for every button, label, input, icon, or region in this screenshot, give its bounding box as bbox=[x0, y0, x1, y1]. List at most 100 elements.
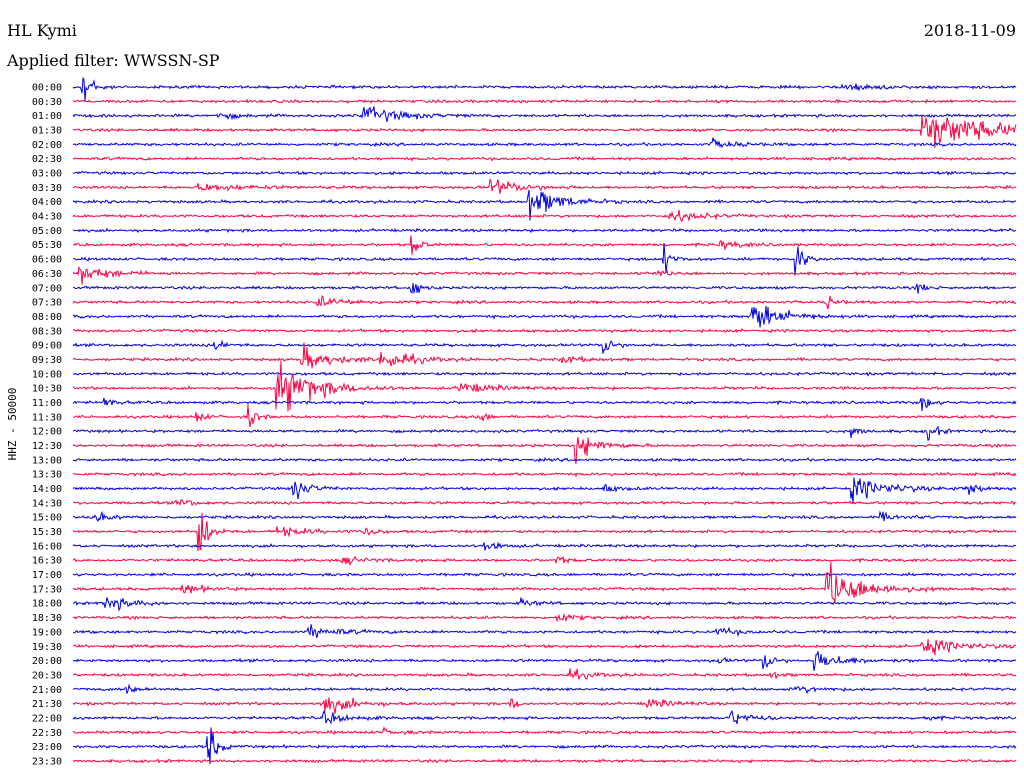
tick-label-1730: 17:30 bbox=[32, 584, 62, 595]
trace-1330 bbox=[72, 471, 1017, 478]
tick-label-0330: 03:30 bbox=[32, 183, 62, 194]
trace-0330 bbox=[72, 178, 1017, 195]
tick-label-1330: 13:30 bbox=[32, 470, 62, 481]
date-label: 2018-11-09 bbox=[924, 21, 1016, 40]
trace-0700 bbox=[72, 282, 1017, 294]
tick-label-0700: 07:00 bbox=[32, 283, 62, 294]
trace-0300 bbox=[72, 170, 1017, 176]
tick-label-1100: 11:00 bbox=[32, 398, 62, 409]
trace-2130 bbox=[72, 697, 1017, 714]
tick-label-0530: 05:30 bbox=[32, 240, 62, 251]
tick-label-0000: 00:00 bbox=[32, 83, 62, 94]
tick-label-0930: 09:30 bbox=[32, 355, 62, 366]
tick-label-1000: 10:00 bbox=[32, 369, 62, 380]
tick-label-0830: 08:30 bbox=[32, 326, 62, 337]
trace-0930 bbox=[72, 342, 1017, 369]
trace-1730 bbox=[72, 562, 1017, 603]
tick-label-0800: 08:00 bbox=[32, 312, 62, 323]
tick-label-2000: 20:00 bbox=[32, 656, 62, 667]
tick-label-1130: 11:30 bbox=[32, 412, 62, 423]
trace-1930 bbox=[72, 639, 1017, 656]
tick-label-2330: 23:30 bbox=[32, 756, 62, 767]
trace-2200 bbox=[72, 709, 1017, 725]
trace-0430 bbox=[72, 209, 1017, 223]
filter-label: Applied filter: WWSSN-SP bbox=[6, 51, 220, 70]
trace-0600 bbox=[72, 243, 1017, 276]
tick-label-0100: 01:00 bbox=[32, 111, 62, 122]
trace-0500 bbox=[72, 227, 1017, 234]
tick-label-0430: 04:30 bbox=[32, 212, 62, 223]
trace-1100 bbox=[72, 397, 1017, 412]
tick-label-1630: 16:30 bbox=[32, 556, 62, 567]
trace-0830 bbox=[72, 328, 1017, 334]
tick-label-1830: 18:30 bbox=[32, 613, 62, 624]
trace-2300 bbox=[72, 727, 1017, 765]
trace-1400 bbox=[72, 477, 1017, 505]
tick-label-0600: 06:00 bbox=[32, 255, 62, 266]
tick-label-2100: 21:00 bbox=[32, 685, 62, 696]
trace-1900 bbox=[72, 624, 1017, 639]
tick-label-0900: 09:00 bbox=[32, 341, 62, 352]
trace-0800 bbox=[72, 305, 1017, 328]
trace-0230 bbox=[72, 156, 1017, 162]
trace-1130 bbox=[72, 404, 1017, 427]
trace-2100 bbox=[72, 683, 1017, 695]
tick-label-1300: 13:00 bbox=[32, 455, 62, 466]
tick-label-1930: 19:30 bbox=[32, 642, 62, 653]
trace-0200 bbox=[72, 137, 1017, 149]
y-axis-label: HHZ - 50000 bbox=[6, 388, 19, 461]
tick-label-1800: 18:00 bbox=[32, 599, 62, 610]
tick-label-0630: 06:30 bbox=[32, 269, 62, 280]
tick-label-1400: 14:00 bbox=[32, 484, 62, 495]
tick-label-0400: 04:00 bbox=[32, 197, 62, 208]
tick-label-2300: 23:00 bbox=[32, 742, 62, 753]
trace-2330 bbox=[72, 758, 1017, 764]
tick-label-2230: 22:30 bbox=[32, 728, 62, 739]
trace-0000 bbox=[72, 77, 1017, 102]
trace-1300 bbox=[72, 457, 1017, 463]
tick-label-1030: 10:30 bbox=[32, 384, 62, 395]
tick-label-2200: 22:00 bbox=[32, 713, 62, 724]
tick-label-0130: 01:30 bbox=[32, 126, 62, 137]
time-tick-labels: 00:00 00:30 01:00 01:30 02:00 02:30 03:00 03:30… bbox=[32, 83, 62, 768]
trace-0630 bbox=[72, 265, 1017, 285]
tick-label-1900: 19:00 bbox=[32, 627, 62, 638]
trace-1000 bbox=[72, 371, 1017, 377]
trace-0400 bbox=[72, 189, 1017, 221]
tick-label-0200: 02:00 bbox=[32, 140, 62, 151]
seismic-traces bbox=[72, 77, 1017, 765]
trace-2030 bbox=[72, 668, 1017, 681]
trace-0530 bbox=[72, 235, 1017, 255]
station-title: HL Kymi bbox=[7, 21, 77, 40]
tick-label-2030: 20:30 bbox=[32, 670, 62, 681]
trace-1800 bbox=[72, 597, 1017, 612]
tick-label-0300: 03:00 bbox=[32, 169, 62, 180]
tick-label-1600: 16:00 bbox=[32, 541, 62, 552]
tick-label-0500: 05:00 bbox=[32, 226, 62, 237]
trace-1530 bbox=[72, 512, 1017, 551]
trace-1630 bbox=[72, 555, 1017, 567]
trace-1430 bbox=[72, 499, 1017, 507]
trace-1200 bbox=[72, 425, 1017, 441]
trace-1600 bbox=[72, 541, 1017, 551]
trace-0030 bbox=[72, 98, 1017, 105]
trace-2230 bbox=[72, 726, 1017, 736]
trace-2000 bbox=[72, 651, 1017, 672]
tick-label-2130: 21:30 bbox=[32, 699, 62, 710]
tick-label-1500: 15:00 bbox=[32, 513, 62, 524]
tick-label-1530: 15:30 bbox=[32, 527, 62, 538]
trace-0130 bbox=[72, 115, 1017, 148]
tick-label-1700: 17:00 bbox=[32, 570, 62, 581]
trace-1500 bbox=[72, 510, 1017, 522]
trace-0730 bbox=[72, 294, 1017, 310]
tick-label-0030: 00:30 bbox=[32, 97, 62, 108]
trace-1030 bbox=[72, 360, 1017, 412]
trace-0900 bbox=[72, 339, 1017, 354]
tick-label-1430: 14:30 bbox=[32, 498, 62, 509]
trace-0100 bbox=[72, 106, 1017, 122]
tick-label-0230: 02:30 bbox=[32, 154, 62, 165]
trace-1230 bbox=[72, 437, 1017, 464]
tick-label-1230: 12:30 bbox=[32, 441, 62, 452]
tick-label-0730: 07:30 bbox=[32, 298, 62, 309]
